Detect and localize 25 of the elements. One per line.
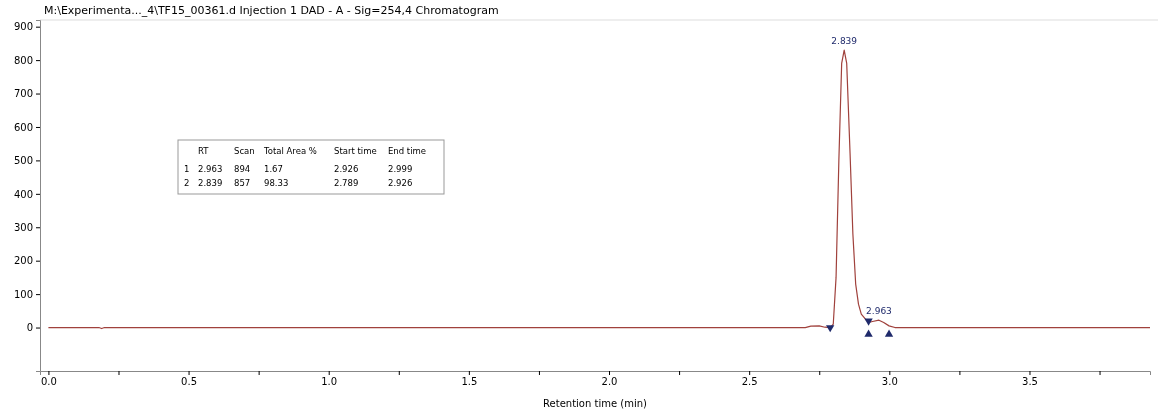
x-tick-label: 1.5 xyxy=(461,376,478,388)
y-tick-label: 900 xyxy=(13,21,33,33)
y-tick-label: 200 xyxy=(13,255,33,267)
chart-title: M:\Experimenta..._4\TF15_00361.d Injection 1 DAD - A - Sig=254,4 Chromatogram xyxy=(44,4,499,17)
x-tick-label: 0.5 xyxy=(181,376,198,388)
y-tick-label: 400 xyxy=(13,188,33,200)
x-tick-label: 3.5 xyxy=(1022,376,1038,388)
annotation: 2.963 xyxy=(866,306,892,317)
y-tick-label: 100 xyxy=(13,288,33,300)
x-axis-title: Retention time (min) xyxy=(543,398,648,409)
x-tick-label: 2.5 xyxy=(741,376,758,388)
annotation: 2.839 xyxy=(831,36,858,47)
x-tick-label: 0.0 xyxy=(40,376,57,388)
y-tick-label: 600 xyxy=(13,121,33,133)
y-tick-label: 800 xyxy=(13,54,33,66)
x-tick-label: 1.0 xyxy=(321,376,338,388)
y-tick-label: 300 xyxy=(13,221,33,233)
text: RT Scan Total Area % Start time End time xyxy=(198,146,427,156)
y-tick-label: 500 xyxy=(13,155,33,167)
x-tick-label: 2.0 xyxy=(601,376,618,388)
y-tick-label: 0 xyxy=(26,322,33,334)
text: 2 2.839 857 98.33 2.789 2.926 xyxy=(184,178,413,188)
y-tick-label: 700 xyxy=(13,88,33,100)
text: 1 2.963 894 1.67 2.926 2.999 xyxy=(184,164,413,174)
x-tick-label: 3.0 xyxy=(881,376,898,388)
